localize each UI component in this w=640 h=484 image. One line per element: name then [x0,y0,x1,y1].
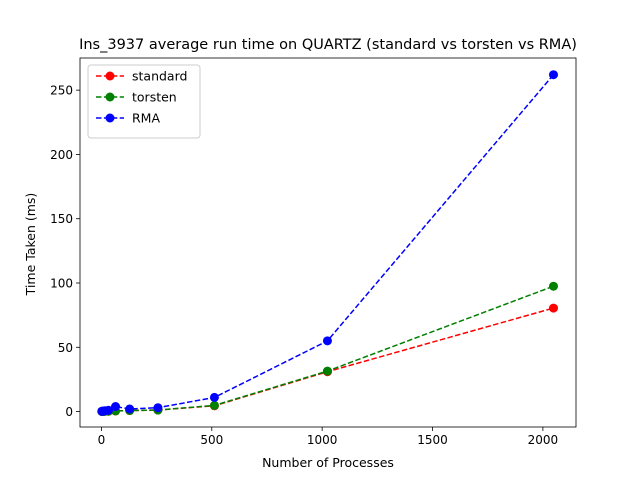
x-tick-label: 500 [200,433,223,447]
x-tick-label: 2000 [528,433,559,447]
y-axis-label: Time Taken (ms) [23,193,38,297]
data-point-standard [548,303,558,313]
data-point-torsten [548,281,558,291]
data-point-RMA [103,405,113,415]
legend-marker-standard [105,71,115,81]
y-tick-label: 50 [58,341,73,355]
y-tick-label: 150 [50,212,73,226]
x-axis-label: Number of Processes [262,455,394,470]
y-tick-label: 0 [65,405,73,419]
legend-box [87,64,201,139]
data-point-RMA [548,70,558,80]
x-tick-label: 0 [98,433,106,447]
legend: standard torsten RMA [87,64,201,139]
data-point-RMA [209,392,219,402]
axes-layer: 0 500 1000 1500 2000 0 50 100 150 200 250 [50,57,577,447]
legend-marker-RMA [105,113,115,123]
legend-label-standard: standard [132,69,187,84]
legend-marker-torsten [105,92,115,102]
data-point-torsten [322,366,332,376]
legend-item-standard: standard [96,69,187,84]
series-layer [97,70,558,416]
legend-item-torsten: torsten [96,90,177,105]
legend-label-RMA: RMA [132,111,160,126]
chart-title: Ins_3937 average run time on QUARTZ (sta… [79,37,577,53]
data-point-RMA [111,402,121,412]
data-point-RMA [322,336,332,346]
data-point-torsten [209,400,219,410]
y-tick-label: 100 [50,277,73,291]
y-tick-label: 250 [50,84,73,98]
data-point-RMA [125,404,135,414]
axes-frame [79,57,577,428]
data-point-RMA [153,403,163,413]
series-RMA [97,70,558,416]
y-tick-label: 200 [50,148,73,162]
legend-label-torsten: torsten [132,90,177,105]
legend-item-RMA: RMA [96,111,160,126]
x-tick-label: 1500 [417,433,448,447]
x-tick-label: 1000 [307,433,338,447]
